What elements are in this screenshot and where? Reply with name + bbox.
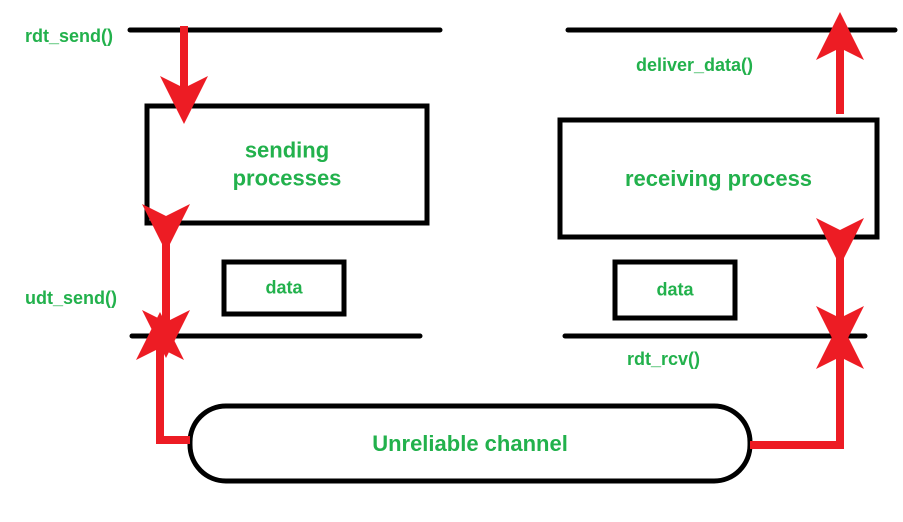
channel-label: Unreliable channel: [372, 431, 568, 457]
rdt-send-label: rdt_send(): [25, 26, 113, 47]
receiving-box-label: receiving process: [625, 166, 812, 192]
rdt-rcv-label: rdt_rcv(): [627, 349, 700, 370]
sending-box-label: sendingprocesses: [233, 136, 342, 193]
data-right-label: data: [656, 280, 693, 301]
data-left-label: data: [265, 278, 302, 299]
deliver-data-label: deliver_data(): [636, 55, 753, 76]
udt-send-label: udt_send(): [25, 288, 117, 309]
